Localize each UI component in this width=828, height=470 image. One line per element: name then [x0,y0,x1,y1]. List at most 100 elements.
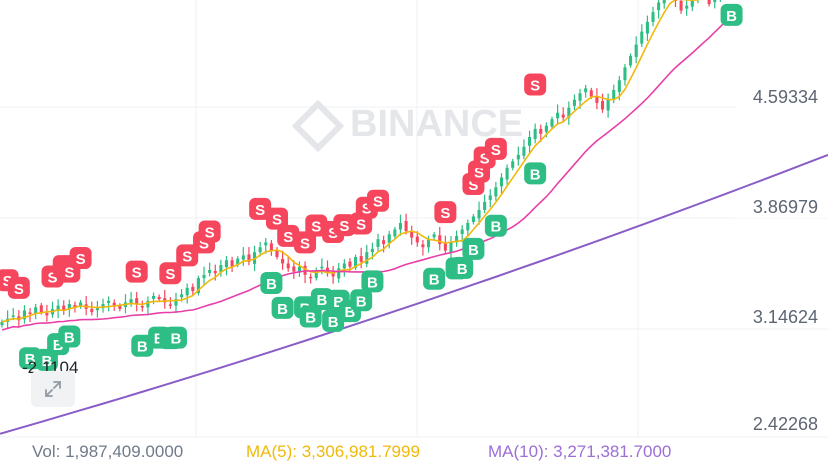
legend-vol: Vol: 1,987,409.0000 [32,442,184,461]
price-tick-label: 2.42268 [753,414,818,434]
ma5-line [1,0,701,323]
candle-body [140,305,144,308]
candle-body [213,270,217,274]
candle-body [483,201,487,210]
candle-body [191,286,195,292]
price-tick-bg [735,84,828,108]
candle-body [528,137,532,146]
candle-body [337,268,341,279]
buy-marker-label: B [316,292,327,309]
candle-body [634,44,638,57]
sell-marker [7,276,30,299]
candle-body [505,167,509,180]
sell-marker-label: S [182,248,192,265]
buy-marker-label: B [530,166,541,183]
candle-body [556,112,560,119]
candle-body [550,119,554,127]
candle-body [224,260,229,268]
candle-body [629,55,633,66]
candle-body [617,80,621,92]
candle-body [645,21,649,34]
candle-body [185,287,189,296]
sell-marker-label: S [132,265,142,282]
candle-body [342,263,346,269]
candle-body [690,0,694,7]
candle-body [253,252,257,264]
sell-marker-label: S [373,194,383,211]
sell-marker-label: S [440,205,450,222]
candle-body [511,161,515,168]
candle-body [208,269,212,273]
candle-body [522,146,526,156]
candle-body [415,236,419,243]
candle-body [443,243,447,251]
buy-marker [19,347,42,370]
sell-marker-label: S [3,273,13,290]
candle-body [39,305,43,313]
candle-body [236,258,240,265]
candle-body [79,302,83,307]
candle-body [247,254,251,262]
buy-marker [720,3,743,26]
candle-body [309,276,313,279]
candle-body [584,88,588,93]
buy-marker-label: B [429,272,440,289]
sell-marker [198,220,221,243]
buy-marker [423,267,446,290]
legend-ma5: MA(5): 3,306,981.7999 [246,442,420,461]
expand-chart-button[interactable] [31,371,75,407]
sell-marker [484,137,507,160]
price-tick-label: 3.14624 [753,307,818,327]
sell-marker [277,224,300,247]
sell-marker [305,214,328,237]
price-tick-bg [735,194,828,218]
sell-marker [524,73,547,96]
buy-marker-label: B [266,276,277,293]
sell-marker [333,214,356,237]
candle-body [589,90,593,97]
candle-body [264,242,268,246]
candle-body [393,229,397,237]
buy-marker [164,326,187,349]
sell-marker-label: S [300,235,310,252]
buy-marker-label: B [305,310,316,327]
candle-body [95,307,99,311]
candle-body [499,177,504,187]
candle-body [168,304,172,306]
candle-body [118,305,122,309]
candle-body [410,232,414,238]
candle-body [286,263,290,269]
candle-body [516,154,520,160]
candle-body [382,240,386,245]
candle-body [387,234,391,244]
buy-marker [524,162,547,185]
candle-body [679,0,683,11]
buy-marker [310,288,333,311]
candle-body [112,302,116,306]
sell-marker-label: S [311,219,321,236]
candle-body [135,298,139,305]
sell-marker-label: S [339,218,349,235]
candle-body [713,0,717,3]
candle-body [606,99,610,111]
buy-marker-label: B [457,261,468,278]
legend-ma10: MA(10): 3,271,381.7000 [488,442,672,461]
buy-marker [361,270,384,293]
ma-long-line [0,153,828,435]
buy-marker-label: B [277,301,288,318]
candle-body [421,244,425,248]
buy-marker [350,289,373,312]
candle-body [34,307,38,314]
buy-marker [451,256,474,279]
candle-body [174,299,178,306]
buy-marker [322,309,345,332]
sell-marker-label: S [165,266,175,283]
sell-marker-label: S [328,225,338,242]
candle-body [73,305,77,308]
candle-body [196,278,200,294]
buy-marker-label: B [356,293,367,310]
candle-body [455,235,459,243]
candle-body [157,296,161,300]
candle-body [107,300,111,304]
